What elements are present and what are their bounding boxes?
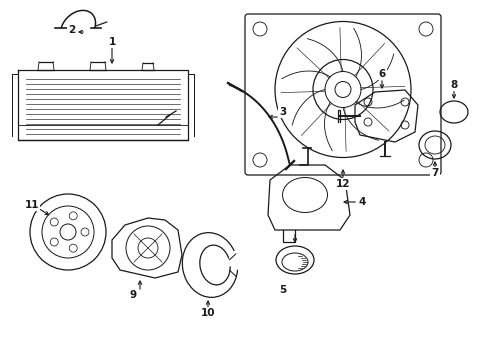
Text: 7: 7 <box>431 168 439 178</box>
Text: 1: 1 <box>108 37 116 47</box>
Text: 9: 9 <box>129 290 137 300</box>
Text: 11: 11 <box>25 200 39 210</box>
Text: 10: 10 <box>201 308 215 318</box>
Text: 3: 3 <box>279 107 287 117</box>
Text: 4: 4 <box>358 197 366 207</box>
Text: 5: 5 <box>279 285 287 295</box>
Text: 6: 6 <box>378 69 386 79</box>
Text: 12: 12 <box>336 179 350 189</box>
Text: 2: 2 <box>69 25 75 35</box>
Text: 8: 8 <box>450 80 458 90</box>
